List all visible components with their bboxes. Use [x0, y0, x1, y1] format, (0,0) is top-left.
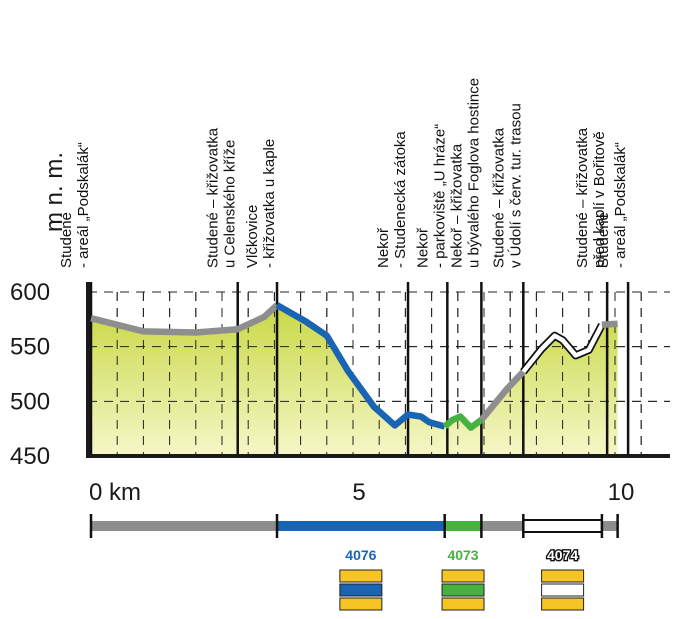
route-segment — [521, 323, 604, 374]
station-label: Nekoř – křižovatka — [448, 143, 465, 268]
y-tick-label: 450 — [10, 443, 50, 470]
terrain-area — [88, 291, 670, 456]
route-bar — [89, 514, 619, 538]
y-axis-label: m n. m. — [41, 152, 68, 232]
axes — [86, 282, 670, 458]
station-label: u bývalého Foglova hostince — [465, 78, 482, 268]
station-labels: Studené - areál „Podskalák“ Studené – kři… — [58, 78, 629, 268]
station-label: Nekoř — [414, 227, 431, 268]
station-label: Nekoř — [375, 227, 392, 268]
route-segment — [90, 302, 280, 336]
route-bar-segment — [91, 521, 278, 531]
trail-marker-band — [541, 597, 585, 611]
x-tick-label: 0 km — [89, 479, 141, 506]
route-segment — [442, 413, 484, 431]
y-tick-label: 550 — [10, 334, 50, 361]
trail-number: 4076 — [345, 547, 376, 563]
trail-marker-band — [541, 583, 585, 597]
trail-marker-band — [541, 569, 585, 583]
station-label: - parkoviště „U hráze“ — [431, 124, 448, 268]
station-label: Vlčkovice — [244, 205, 261, 268]
route-segment — [275, 302, 446, 430]
trail-markers: 4076 4073 4074 — [339, 546, 585, 611]
station-label: - křižovatka u kaple — [261, 139, 278, 268]
y-tick-labels: 600 550 500 450 — [10, 279, 50, 470]
station-label: u Celenského kříže — [222, 140, 239, 268]
route-bar-segment — [444, 521, 482, 531]
trail-marker-band — [339, 597, 383, 611]
x-tick-labels: 0 km 5 10 — [89, 479, 634, 506]
station-label: - Studenecká zátoka — [392, 131, 409, 268]
route-profile — [90, 302, 618, 431]
station-label: Studené – křižovatka — [574, 127, 591, 268]
route-segment — [601, 320, 618, 329]
station-label: Studené — [58, 212, 75, 268]
station-label: před kaplí v Bořitově — [591, 131, 608, 268]
trail-marker-band — [441, 569, 485, 583]
station-label: - areál „Podskalák“ — [75, 142, 92, 268]
route-bar-segment — [277, 521, 445, 531]
station-label: Studené – křižovatka — [490, 127, 507, 268]
route-bar-segment — [481, 521, 524, 531]
trail-marker-band — [339, 569, 383, 583]
station-label: Studené — [595, 212, 612, 268]
trail-number: 4073 — [447, 547, 478, 563]
route-bar-segment — [601, 521, 618, 531]
station-label: v Údolí s červ. tur. trasou — [507, 103, 524, 268]
route-bar-segment — [522, 519, 603, 533]
y-tick-label: 500 — [10, 388, 50, 415]
station-label: - areál „Podskalák“ — [612, 142, 629, 268]
x-tick-label: 5 — [352, 479, 365, 506]
trail-marker-band — [441, 597, 485, 611]
station-label: Studené – křižovatka — [205, 127, 222, 268]
x-tick-label: 10 — [608, 479, 635, 506]
y-tick-label: 600 — [10, 279, 50, 306]
trail-marker-band — [339, 583, 383, 597]
route-segment — [478, 369, 526, 422]
trail-marker-band — [441, 583, 485, 597]
trail-number: 4074 — [547, 547, 578, 563]
